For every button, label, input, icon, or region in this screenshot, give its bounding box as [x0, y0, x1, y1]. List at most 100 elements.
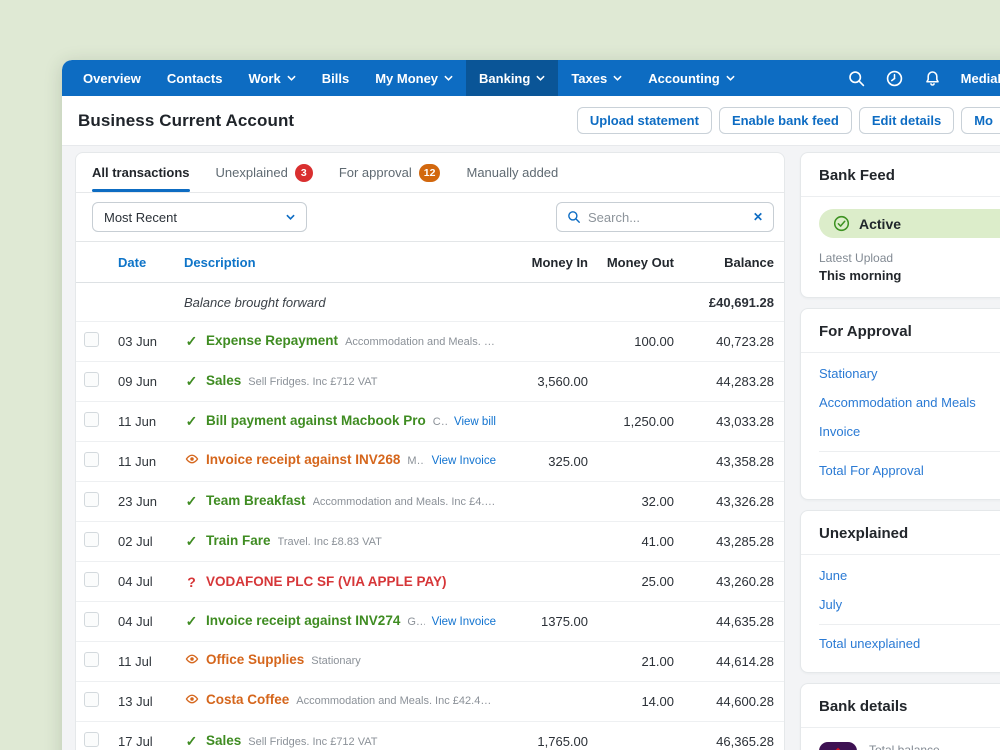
edit-details-button[interactable]: Edit details [858, 107, 955, 134]
account-menu[interactable]: MediaNode [960, 70, 1000, 86]
row-title-link[interactable]: Train Fare [206, 533, 271, 548]
view-bill-link[interactable]: View bill [454, 416, 496, 428]
table-row[interactable]: 04 Jul ✓ Invoice receipt against INV274 Gr… [76, 601, 784, 641]
table-row[interactable]: 11 Jul Office Supplies Stationary 21.00 4… [76, 641, 784, 681]
latest-upload-label: Latest Upload [819, 251, 894, 265]
row-balance: 44,283.28 [716, 374, 774, 389]
nav-taxes[interactable]: Taxes [558, 60, 635, 96]
table-row[interactable]: 17 Jul ✓ Sales Sell Fridges. Inc £712 VAT … [76, 721, 784, 750]
bell-icon[interactable] [923, 69, 942, 88]
table-row[interactable]: 09 Jun ✓ Sales Sell Fridges. Inc £712 VAT … [76, 361, 784, 401]
explained-check-icon: ✓ [185, 373, 198, 389]
bank-feed-title: Bank Feed [801, 153, 1000, 197]
search-input[interactable] [588, 209, 746, 225]
search-box[interactable]: ✕ [556, 202, 774, 232]
unexplained-link-june[interactable]: June [819, 568, 848, 583]
table-row[interactable]: 04 Jul ? VODAFONE PLC SF (VIA APPLE PAY) … [76, 561, 784, 601]
total-balance-label: Total balance [869, 743, 940, 750]
tab-unexplained[interactable]: Unexplained 3 [216, 153, 313, 192]
total-for-approval-link[interactable]: Total For Approval [819, 451, 1000, 485]
bank-details-title: Bank details [801, 684, 1000, 728]
explained-check-icon: ✓ [185, 733, 198, 749]
row-checkbox[interactable] [84, 451, 99, 467]
nav-work[interactable]: Work [235, 60, 308, 96]
tab-all-transactions[interactable]: All transactions [92, 153, 190, 192]
row-title-link[interactable]: Office Supplies [206, 652, 305, 667]
row-balance: 44,600.28 [716, 694, 774, 709]
row-checkbox[interactable] [84, 371, 99, 387]
sort-dropdown[interactable]: Most Recent [92, 202, 307, 232]
table-row[interactable]: 02 Jul ✓ Train Fare Travel. Inc £8.83 VAT … [76, 521, 784, 561]
row-date: 23 Jun [118, 494, 158, 509]
table-row[interactable]: 03 Jun ✓ Expense Repayment Accommodation a… [76, 321, 784, 361]
row-checkbox[interactable] [84, 651, 99, 667]
table-row[interactable]: 23 Jun ✓ Team Breakfast Accommodation and … [76, 481, 784, 521]
table-row[interactable]: 11 Jun ✓ Bill payment against Macbook Pro… [76, 401, 784, 441]
row-checkbox[interactable] [84, 691, 99, 707]
chevron-down-icon [287, 75, 296, 81]
view-invoice-link[interactable]: View Invoice [431, 455, 496, 467]
row-checkbox[interactable] [84, 531, 99, 547]
row-date: 17 Jul [118, 734, 153, 749]
for-approval-link-accommodation[interactable]: Accommodation and Meals [819, 395, 976, 410]
total-unexplained-link[interactable]: Total unexplained [819, 624, 1000, 658]
tab-for-approval[interactable]: For approval 12 [339, 153, 441, 192]
row-date: 13 Jul [118, 694, 153, 709]
row-note: Stationary [311, 655, 361, 667]
explained-check-icon: ✓ [185, 613, 198, 629]
row-checkbox[interactable] [84, 331, 99, 347]
nav-overview[interactable]: Overview [83, 70, 141, 86]
nav-contacts[interactable]: Contacts [166, 70, 223, 86]
row-title-link[interactable]: Invoice receipt against INV268 [206, 452, 401, 467]
unexplained-count-badge: 3 [294, 163, 313, 182]
clear-search-icon[interactable]: ✕ [752, 210, 763, 224]
row-title-link[interactable]: VODAFONE PLC SF (VIA APPLE PAY) [206, 573, 447, 589]
row-title-link[interactable]: Bill payment against Macbook Pro [206, 413, 426, 428]
table-row[interactable]: 13 Jul Costa Coffee Accommodation and Mea… [76, 681, 784, 721]
unexplained-link-july[interactable]: July [819, 597, 843, 612]
table-row[interactable]: 11 Jun Invoice receipt against INV268 Moo… [76, 441, 784, 481]
row-balance: 43,285.28 [716, 534, 774, 549]
row-title-link[interactable]: Sales [206, 733, 242, 748]
more-button[interactable]: Mo [961, 107, 1000, 134]
view-invoice-link[interactable]: View Invoice [431, 616, 496, 628]
upload-statement-button[interactable]: Upload statement [576, 107, 712, 134]
row-money-out: 32.00 [641, 494, 674, 509]
row-title-link[interactable]: Costa Coffee [206, 692, 290, 707]
row-note: Accommodation and Meals. Inc £16.67 VAT [345, 336, 496, 348]
bf-balance: £40,691.28 [708, 294, 774, 310]
row-title-link[interactable]: Invoice receipt against INV274 [206, 613, 401, 628]
row-balance: 43,260.28 [716, 574, 774, 589]
for-approval-link-invoice[interactable]: Invoice [819, 424, 861, 439]
balance-brought-forward-row: Balance brought forward £40,691.28 [76, 283, 784, 321]
row-note: Sell Fridges. Inc £712 VAT [248, 736, 378, 748]
row-title-link[interactable]: Sales [206, 373, 242, 388]
chevron-down-icon [536, 75, 545, 81]
row-date: 04 Jul [118, 574, 153, 589]
nav-banking[interactable]: Banking [466, 60, 559, 96]
for-approval-link-stationary[interactable]: Stationary [819, 366, 878, 381]
row-checkbox[interactable] [84, 411, 99, 427]
tab-manually-added[interactable]: Manually added [466, 165, 559, 180]
row-title-link[interactable]: Expense Repayment [206, 333, 339, 348]
row-checkbox[interactable] [84, 491, 99, 507]
col-date[interactable]: Date [118, 254, 147, 270]
row-checkbox[interactable] [84, 611, 99, 627]
enable-bank-feed-button[interactable]: Enable bank feed [718, 107, 852, 134]
search-icon[interactable] [847, 69, 866, 88]
row-note: Computer Equipment [432, 416, 447, 428]
bf-description: Balance brought forward [184, 294, 326, 310]
nav-bills[interactable]: Bills [321, 70, 350, 86]
row-money-in: 3,560.00 [537, 374, 588, 389]
nav-my-money[interactable]: My Money [362, 60, 466, 96]
timer-icon[interactable] [885, 69, 904, 88]
col-description[interactable]: Description [184, 254, 256, 270]
circle-check-icon [833, 215, 850, 232]
row-balance: 44,614.28 [716, 654, 774, 669]
row-title-link[interactable]: Team Breakfast [206, 493, 306, 508]
row-checkbox[interactable] [84, 571, 99, 587]
nav-accounting[interactable]: Accounting [635, 60, 748, 96]
for-approval-count-badge: 12 [418, 163, 441, 182]
row-checkbox[interactable] [84, 731, 99, 747]
for-approval-card: For Approval Stationary Accommodation an… [800, 308, 1000, 500]
